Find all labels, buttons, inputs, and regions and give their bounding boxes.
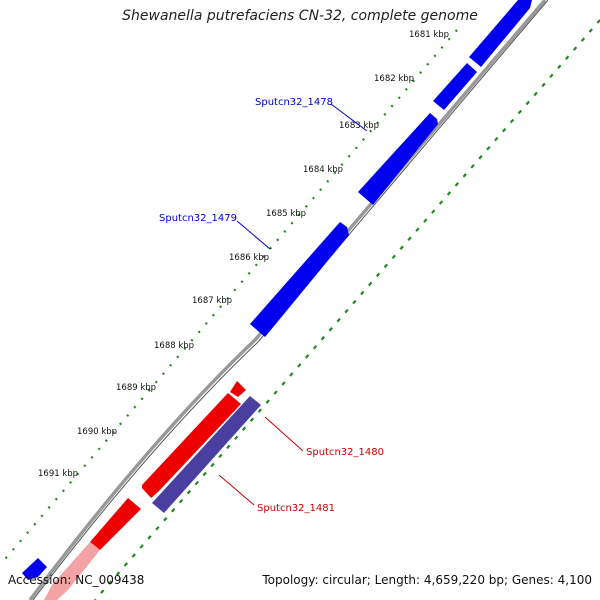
- label-leader-line: [218, 474, 255, 506]
- gene-label-sputcn32-1478: Sputcn32_1478: [255, 97, 333, 108]
- scale-label: 1684 kbp: [303, 165, 343, 175]
- gene-label-sputcn32-1479: Sputcn32_1479: [159, 213, 237, 224]
- gene-arrow: [22, 558, 47, 580]
- genome-summary: Topology: circular; Length: 4,659,220 bp…: [262, 573, 592, 587]
- scale-label: 1686 kbp: [229, 253, 269, 263]
- gene-arrow: [469, 0, 532, 67]
- label-leader-line: [264, 416, 304, 452]
- gene-arrow: [142, 393, 241, 498]
- gene-arrow: [433, 63, 477, 110]
- gene-arrow: [358, 113, 438, 205]
- gene-arrow: [230, 381, 246, 397]
- scale-label: 1683 kbp: [339, 121, 379, 131]
- scale-label: 1685 kbp: [266, 209, 306, 219]
- gene-labels: Sputcn32_1478 Sputcn32_1479 Sputcn32_148…: [159, 97, 384, 514]
- map-title: Shewanella putrefaciens CN-32, complete …: [122, 8, 478, 24]
- gene-label-sputcn32-1480: Sputcn32_1480: [306, 447, 384, 458]
- scale-label: 1690 kbp: [77, 427, 117, 437]
- scale-label: 1682 kbp: [374, 74, 414, 84]
- gene-arrow: [44, 542, 100, 600]
- genome-backbone-shadow: [32, 0, 549, 600]
- reverse-genes: [44, 381, 261, 600]
- scale-labels: 1681 kbp 1682 kbp 1683 kbp 1684 kbp 1685…: [38, 30, 449, 479]
- scale-label: 1681 kbp: [409, 30, 449, 40]
- scale-label: 1688 kbp: [154, 341, 194, 351]
- gene-arrow: [90, 498, 141, 550]
- gene-arrow: [152, 396, 261, 513]
- inner-tick-track: [94, 19, 600, 600]
- gene-label-sputcn32-1481: Sputcn32_1481: [257, 503, 335, 514]
- genome-backbone: [28, 0, 547, 600]
- scale-label: 1689 kbp: [116, 383, 156, 393]
- forward-genes: [22, 0, 532, 580]
- label-leader-line: [330, 103, 368, 132]
- scale-label: 1691 kbp: [38, 469, 78, 479]
- scale-label: 1687 kbp: [192, 296, 232, 306]
- gene-arrow: [250, 222, 349, 337]
- accession-label: Accession: NC_009438: [8, 573, 145, 587]
- label-leader-line: [236, 220, 271, 250]
